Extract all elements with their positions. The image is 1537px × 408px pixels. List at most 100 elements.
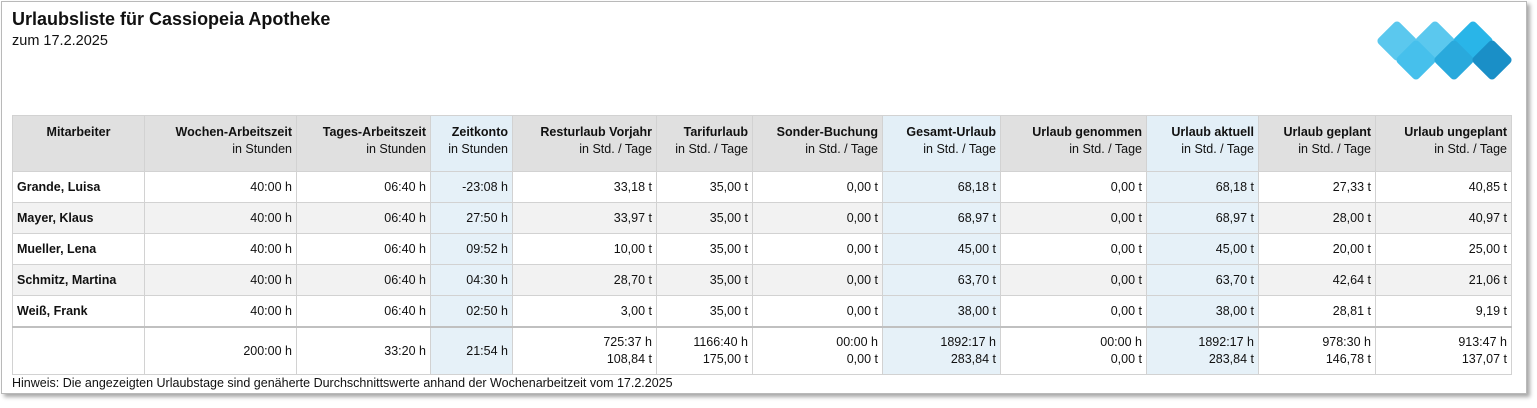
table-cell: 02:50 h: [430, 295, 513, 328]
table-cell: 09:52 h: [430, 233, 513, 265]
table-cell: 28,00 t: [1258, 202, 1376, 234]
total-hours: 33:20 h: [384, 343, 426, 358]
col-header-tarifurlaub[interactable]: Tarifurlaub in Std. / Tage: [656, 115, 753, 172]
report-title: Urlaubsliste für Cassiopeia Apotheke: [12, 9, 331, 29]
total-days: 146,78 t: [1325, 352, 1371, 366]
table-cell: 0,00 t: [752, 264, 883, 296]
total-hours: 1166:40 h: [693, 335, 748, 349]
col-header-resturlaub-vorjahr[interactable]: Resturlaub Vorjahr in Std. / Tage: [512, 115, 657, 172]
col-header-urlaub-genommen[interactable]: Urlaub genommen in Std. / Tage: [1000, 115, 1147, 172]
table-cell: 40,85 t: [1375, 171, 1512, 203]
table-cell: 35,00 t: [656, 202, 753, 234]
total-cell: 00:00 h 0,00 t: [1000, 326, 1147, 375]
total-days: 175,00 t: [702, 352, 748, 366]
table-cell: 40,97 t: [1375, 202, 1512, 234]
table-cell: 04:30 h: [430, 264, 513, 296]
table-row[interactable]: Mayer, Klaus 40:00 h 06:40 h 27:50 h 33,97 t…: [12, 202, 1512, 234]
employee-name-cell: Mueller, Lena: [12, 233, 145, 265]
table-cell: 0,00 t: [1000, 171, 1147, 203]
col-header-wochen-arbeitszeit[interactable]: Wochen-Arbeitszeit in Stunden: [144, 115, 297, 172]
table-cell: 10,00 t: [512, 233, 657, 265]
table-cell: 33,97 t: [512, 202, 657, 234]
table-cell: 25,00 t: [1375, 233, 1512, 265]
col-header-gesamt-urlaub[interactable]: Gesamt-Urlaub in Std. / Tage: [882, 115, 1001, 172]
col-header-urlaub-ungeplant[interactable]: Urlaub ungeplant in Std. / Tage: [1375, 115, 1512, 172]
table-cell: 35,00 t: [656, 264, 753, 296]
table-cell: 42,64 t: [1258, 264, 1376, 296]
table-cell: 38,00 t: [1146, 295, 1259, 328]
table-cell: 40:00 h: [144, 171, 297, 203]
total-cell: 725:37 h 108,84 t: [512, 326, 657, 375]
table-cell: 40:00 h: [144, 233, 297, 265]
table-cell: 0,00 t: [1000, 202, 1147, 234]
table-cell: 20,00 t: [1258, 233, 1376, 265]
col-header-zeitkonto[interactable]: Zeitkonto in Stunden: [430, 115, 513, 172]
table-cell: 06:40 h: [296, 171, 431, 203]
table-cell: 06:40 h: [296, 264, 431, 296]
employee-name-cell: Weiß, Frank: [12, 295, 145, 328]
table-cell: 0,00 t: [1000, 233, 1147, 265]
col-header-urlaub-aktuell[interactable]: Urlaub aktuell in Std. / Tage: [1146, 115, 1259, 172]
employee-name-cell: Schmitz, Martina: [12, 264, 145, 296]
table-cell: 35,00 t: [656, 295, 753, 328]
table-cell: 38,00 t: [882, 295, 1001, 328]
table-cell: 45,00 t: [882, 233, 1001, 265]
table-cell: -23:08 h: [430, 171, 513, 203]
total-days: 283,84 t: [950, 352, 996, 366]
table-cell: 06:40 h: [296, 295, 431, 328]
table-header-row: Mitarbeiter Wochen-Arbeitszeit in Stunden…: [12, 115, 1512, 172]
total-cell: 21:54 h: [430, 326, 513, 375]
footnote: Hinweis: Die angezeigten Urlaubstage sin…: [12, 376, 673, 390]
table-cell: 9,19 t: [1375, 295, 1512, 328]
logo-diamond-4: [1396, 40, 1436, 80]
total-hours: 200:00 h: [243, 343, 292, 358]
total-cell: 978:30 h 146,78 t: [1258, 326, 1376, 375]
table-cell: 33,18 t: [512, 171, 657, 203]
total-hours: 21:54 h: [466, 343, 508, 358]
blue-diamonds-logo: [1377, 21, 1512, 80]
total-days: 137,07 t: [1461, 352, 1507, 366]
table-cell: 28,70 t: [512, 264, 657, 296]
logo-diamond-5: [1434, 40, 1474, 80]
table-cell: 27,33 t: [1258, 171, 1376, 203]
total-hours: 1892:17 h: [1198, 335, 1254, 349]
total-cell: 1166:40 h 175,00 t: [656, 326, 753, 375]
employee-name-cell: Mayer, Klaus: [12, 202, 145, 234]
col-header-mitarbeiter[interactable]: Mitarbeiter: [12, 115, 145, 172]
col-header-tages-arbeitszeit[interactable]: Tages-Arbeitszeit in Stunden: [296, 115, 431, 172]
employee-name-cell: Grande, Luisa: [12, 171, 145, 203]
table-cell: 0,00 t: [752, 202, 883, 234]
table-cell: 68,18 t: [1146, 171, 1259, 203]
table-cell: 21,06 t: [1375, 264, 1512, 296]
table-cell: 63,70 t: [882, 264, 1001, 296]
total-cell: 33:20 h: [296, 326, 431, 375]
total-hours: 1892:17 h: [940, 335, 996, 349]
table-row[interactable]: Grande, Luisa 40:00 h 06:40 h -23:08 h 33,18…: [12, 171, 1512, 203]
total-cell: 200:00 h: [144, 326, 297, 375]
logo-diamond-6: [1472, 40, 1512, 80]
total-cell: 913:47 h 137,07 t: [1375, 326, 1512, 375]
total-hours: 00:00 h: [836, 335, 878, 349]
table-cell: 68,97 t: [882, 202, 1001, 234]
table-row[interactable]: Weiß, Frank 40:00 h 06:40 h 02:50 h 3,00 t 35…: [12, 295, 1512, 328]
table-cell: 40:00 h: [144, 295, 297, 328]
total-cell: [12, 326, 145, 375]
total-cell: 1892:17 h 283,84 t: [1146, 326, 1259, 375]
table-cell: 28,81 t: [1258, 295, 1376, 328]
col-header-sonder-buchung[interactable]: Sonder-Buchung in Std. / Tage: [752, 115, 883, 172]
table-cell: 0,00 t: [1000, 295, 1147, 328]
table-cell: 0,00 t: [752, 171, 883, 203]
col-header-urlaub-geplant[interactable]: Urlaub geplant in Std. / Tage: [1258, 115, 1376, 172]
table-cell: 35,00 t: [656, 171, 753, 203]
total-hours: 725:37 h: [603, 335, 652, 349]
table-cell: 0,00 t: [1000, 264, 1147, 296]
table-cell: 0,00 t: [752, 233, 883, 265]
table-row[interactable]: Mueller, Lena 40:00 h 06:40 h 09:52 h 10,00 …: [12, 233, 1512, 265]
total-days: 0,00 t: [1110, 352, 1142, 366]
report-frame: Urlaubsliste für Cassiopeia Apotheke zum…: [1, 1, 1527, 394]
total-cell: 1892:17 h 283,84 t: [882, 326, 1001, 375]
total-cell: 00:00 h 0,00 t: [752, 326, 883, 375]
total-hours: 913:47 h: [1458, 335, 1507, 349]
table-row[interactable]: Schmitz, Martina 40:00 h 06:40 h 04:30 h 28,…: [12, 264, 1512, 296]
total-days: 283,84 t: [1208, 352, 1254, 366]
